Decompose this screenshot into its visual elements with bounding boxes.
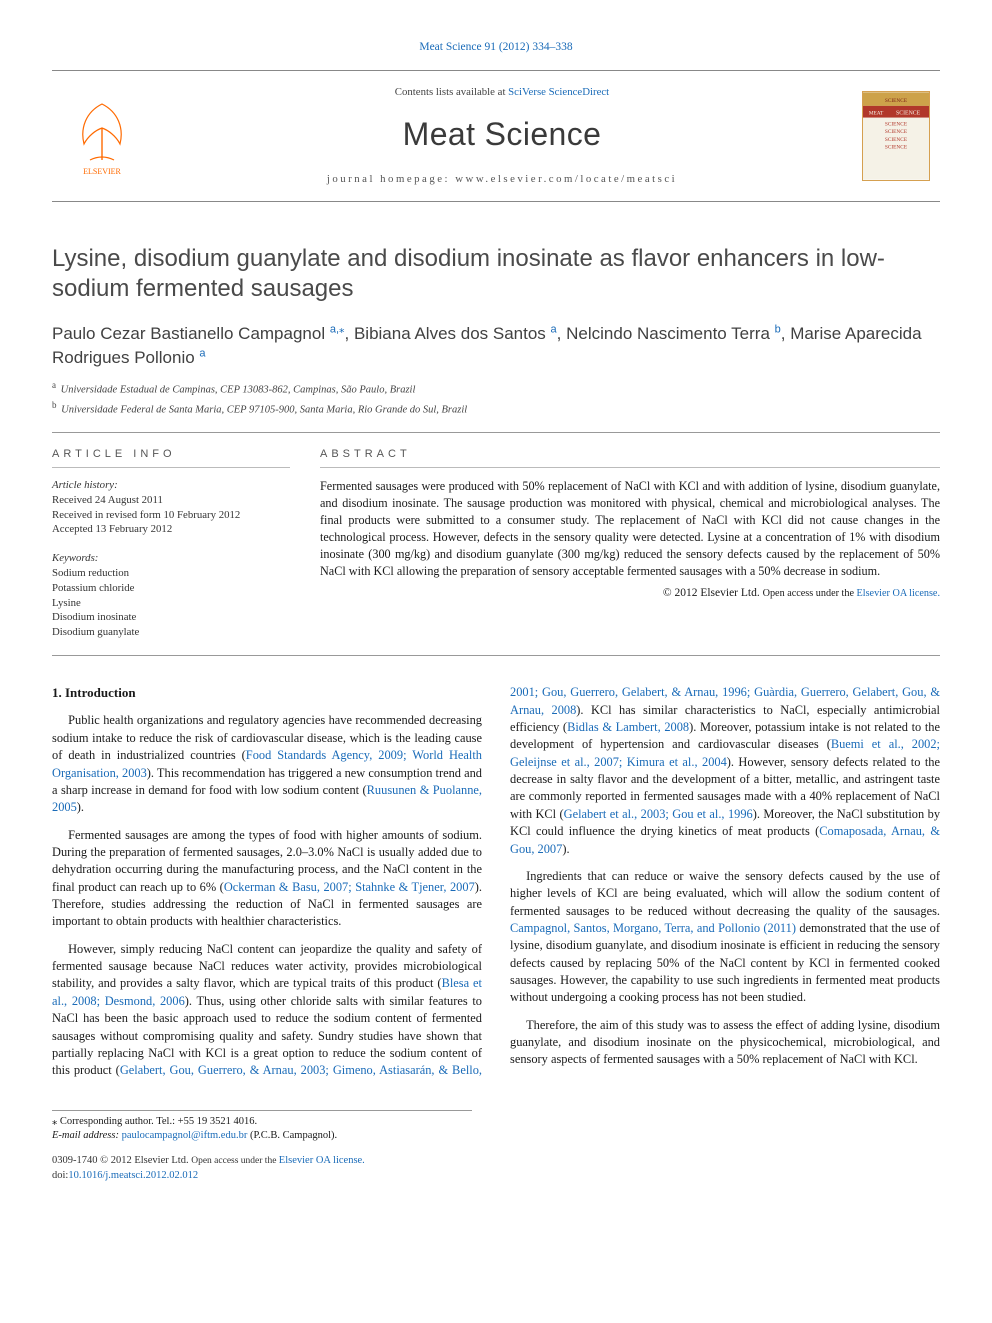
abstract-text: Fermented sausages were produced with 50… bbox=[320, 478, 940, 580]
doi-link[interactable]: 10.1016/j.meatsci.2012.02.012 bbox=[68, 1170, 198, 1181]
contents-list-line: Contents lists available at SciVerse Sci… bbox=[395, 85, 609, 100]
abstract-copyright: © 2012 Elsevier Ltd. Open access under t… bbox=[320, 586, 940, 602]
corresponding-footnote: ⁎ Corresponding author. Tel.: +55 19 352… bbox=[52, 1110, 472, 1144]
keywords-label: Keywords: bbox=[52, 551, 290, 566]
journal-cover-icon: SCIENCE MEAT SCIENCE SCIENCE SCIENCE SCI… bbox=[862, 91, 930, 181]
svg-text:SCIENCE: SCIENCE bbox=[885, 144, 907, 150]
running-citation: Meat Science 91 (2012) 334–338 bbox=[52, 40, 940, 56]
history-item: Received 24 August 2011 bbox=[52, 493, 290, 508]
keyword: Disodium guanylate bbox=[52, 625, 290, 640]
cover-thumb-wrap: SCIENCE MEAT SCIENCE SCIENCE SCIENCE SCI… bbox=[852, 81, 940, 191]
oa-license-link[interactable]: Elsevier OA license. bbox=[279, 1155, 365, 1166]
history-label: Article history: bbox=[52, 478, 290, 493]
abstract-heading: ABSTRACT bbox=[320, 447, 940, 468]
body-text: 1. Introduction Public health organizati… bbox=[52, 684, 940, 1079]
article-info-heading: ARTICLE INFO bbox=[52, 447, 290, 468]
affiliation: a Universidade Estadual de Campinas, CEP… bbox=[52, 379, 940, 398]
elsevier-tree-logo-icon: ELSEVIER bbox=[66, 94, 138, 178]
svg-text:SCIENCE: SCIENCE bbox=[896, 110, 921, 116]
abstract-block: ABSTRACT Fermented sausages were produce… bbox=[320, 447, 940, 639]
affiliation: b Universidade Federal de Santa Maria, C… bbox=[52, 399, 940, 418]
article-title: Lysine, disodium guanylate and disodium … bbox=[52, 244, 940, 304]
journal-header: ELSEVIER Contents lists available at Sci… bbox=[52, 70, 940, 202]
svg-text:SCIENCE: SCIENCE bbox=[885, 129, 907, 135]
article-info: ARTICLE INFO Article history: Received 2… bbox=[52, 447, 290, 639]
keyword: Potassium chloride bbox=[52, 581, 290, 596]
history-item: Received in revised form 10 February 201… bbox=[52, 508, 290, 523]
meta-block: ARTICLE INFO Article history: Received 2… bbox=[52, 433, 940, 656]
publisher-logo-wrap: ELSEVIER bbox=[52, 81, 152, 191]
svg-text:SCIENCE: SCIENCE bbox=[885, 137, 907, 143]
keyword: Lysine bbox=[52, 596, 290, 611]
doi-block: 0309-1740 © 2012 Elsevier Ltd. Open acce… bbox=[52, 1154, 940, 1183]
svg-text:ELSEVIER: ELSEVIER bbox=[83, 167, 121, 176]
section-heading-intro: 1. Introduction bbox=[52, 684, 482, 702]
author-list: Paulo Cezar Bastianello Campagnol a,⁎, B… bbox=[52, 322, 940, 370]
journal-homepage-url[interactable]: www.elsevier.com/locate/meatsci bbox=[455, 173, 677, 185]
journal-name: Meat Science bbox=[403, 113, 602, 156]
svg-text:SCIENCE: SCIENCE bbox=[885, 98, 907, 104]
keyword: Disodium inosinate bbox=[52, 610, 290, 625]
sciencedirect-link[interactable]: SciVerse ScienceDirect bbox=[508, 86, 609, 98]
body-paragraph: Fermented sausages are among the types o… bbox=[52, 827, 482, 931]
affiliations: a Universidade Estadual de Campinas, CEP… bbox=[52, 379, 940, 417]
body-paragraph: Ingredients that can reduce or waive the… bbox=[510, 868, 940, 1007]
header-center: Contents lists available at SciVerse Sci… bbox=[152, 81, 852, 191]
history-item: Accepted 13 February 2012 bbox=[52, 522, 290, 537]
oa-license-link[interactable]: Elsevier OA license. bbox=[857, 588, 940, 599]
svg-text:SCIENCE: SCIENCE bbox=[885, 121, 907, 127]
body-paragraph: Therefore, the aim of this study was to … bbox=[510, 1017, 940, 1069]
svg-text:MEAT: MEAT bbox=[869, 110, 884, 116]
body-paragraph: Public health organizations and regulato… bbox=[52, 712, 482, 816]
journal-homepage: journal homepage: www.elsevier.com/locat… bbox=[327, 172, 677, 187]
email-link[interactable]: paulocampagnol@iftm.edu.br bbox=[122, 1130, 248, 1141]
keyword: Sodium reduction bbox=[52, 566, 290, 581]
